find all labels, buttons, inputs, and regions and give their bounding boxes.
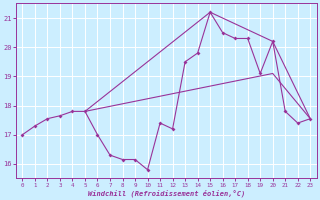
X-axis label: Windchill (Refroidissement éolien,°C): Windchill (Refroidissement éolien,°C) (88, 189, 245, 197)
